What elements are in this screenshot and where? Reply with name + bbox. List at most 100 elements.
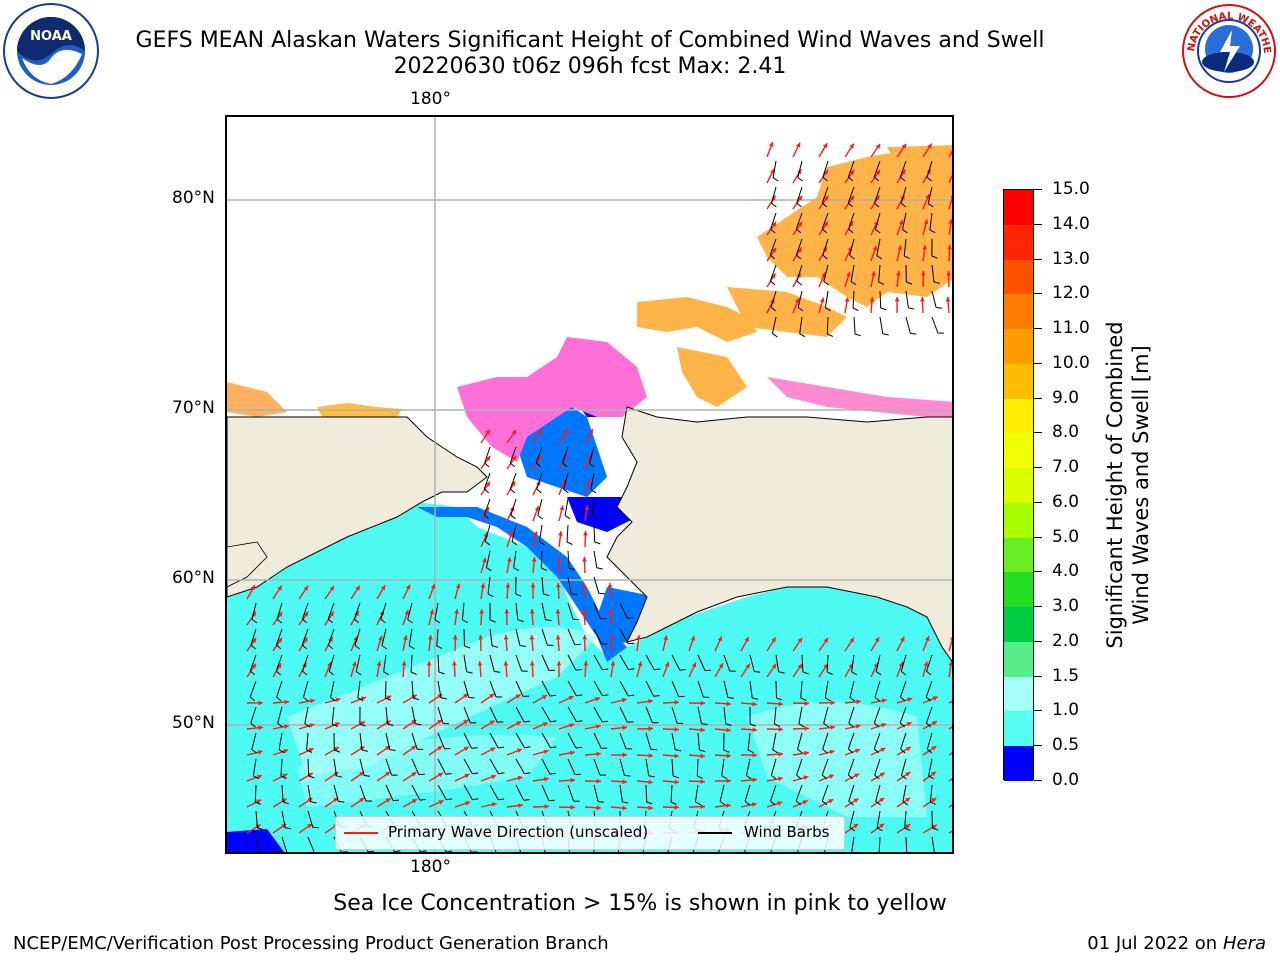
wind-barb-feather — [628, 668, 635, 671]
wind-barb-feather — [654, 668, 661, 671]
wind-barb — [489, 784, 499, 801]
wind-barb — [824, 680, 829, 698]
wave-arrow-head — [901, 169, 906, 175]
wave-arrow-head — [508, 531, 513, 537]
wind-barb-feather — [282, 801, 289, 805]
wind-barb-feather — [931, 255, 938, 259]
wind-barb-feather — [899, 722, 906, 728]
wind-barb — [359, 732, 363, 750]
wind-barb-feather — [875, 671, 882, 676]
wave-arrow-head — [846, 271, 851, 277]
wind-barb — [723, 706, 727, 724]
wind-barb — [567, 784, 575, 802]
wind-barb — [411, 732, 418, 750]
wind-barb — [799, 316, 803, 334]
wind-barb-feather — [498, 798, 505, 801]
wind-barb-feather — [539, 541, 545, 546]
wave-arrow-head — [542, 722, 548, 727]
wind-barb-feather — [847, 202, 854, 208]
wind-barb-feather — [799, 333, 806, 338]
wind-barb — [567, 758, 576, 775]
wave-arrow-head — [920, 271, 926, 276]
wind-barb-feather — [357, 697, 364, 702]
wind-barb-feather — [308, 775, 315, 779]
footer-date: 01 Jul 2022 on Hera — [1087, 933, 1266, 954]
wave-arrow — [948, 778, 952, 782]
wind-barb-feather — [594, 541, 601, 545]
wind-barb — [541, 602, 546, 620]
wave-arrow-head — [556, 661, 562, 666]
wind-barb-feather — [679, 669, 686, 671]
wind-barb — [489, 758, 499, 774]
top-longitude-label: 180° — [410, 89, 451, 109]
wind-barb — [823, 706, 829, 724]
wind-barb-feather — [550, 720, 557, 723]
wave-arrow-head — [329, 585, 335, 591]
wind-barb-feather — [796, 774, 802, 780]
wave-arrow-head — [555, 583, 561, 588]
wave-arrow-head — [251, 663, 256, 669]
land-chukotka — [227, 541, 268, 588]
wave-arrow-head — [385, 771, 391, 777]
wave-arrow-head — [700, 727, 705, 733]
wind-barb — [511, 524, 517, 542]
wave-arrow-head — [479, 609, 484, 614]
wave-arrow-head — [437, 773, 443, 778]
wave-arrow-head — [622, 805, 627, 811]
wind-barb — [588, 446, 595, 464]
wind-barb-feather — [410, 671, 417, 675]
wind-barb — [437, 784, 447, 801]
wind-barb — [353, 602, 361, 620]
colorbar-tick-label: 11.0 — [1052, 318, 1090, 339]
chart-subtitle: 20220630 t06z 096h fcst Max: 2.41 — [393, 54, 787, 79]
wave-arrow-head — [700, 700, 705, 706]
wind-barb-feather — [936, 307, 943, 309]
wind-barb — [483, 498, 491, 516]
wave-arrow-head — [609, 635, 614, 640]
colorbar-tick — [1034, 675, 1042, 677]
wave-arrow-head — [881, 698, 887, 704]
wave-arrow-head — [797, 637, 803, 643]
wave-arrow-head — [463, 693, 469, 699]
colorbar-tick-label: 0.0 — [1052, 770, 1080, 790]
wind-barb — [798, 706, 803, 724]
wave-arrow-head — [663, 635, 668, 641]
colorbar-segment — [1004, 329, 1033, 365]
wind-barb — [874, 680, 881, 698]
wind-barb-feather — [772, 333, 778, 338]
wave-arrow-head — [803, 775, 809, 780]
wave-arrow-head — [905, 772, 911, 777]
wave-arrow — [948, 830, 952, 834]
wave-direction-legend-label: Primary Wave Direction (unscaled) — [388, 823, 649, 841]
wave-arrow-head — [477, 661, 483, 666]
wind-barb-feather — [408, 645, 415, 650]
map-legend: Primary Wave Direction (unscaled) Wind B… — [335, 816, 845, 850]
wind-barb — [772, 732, 777, 750]
wave-arrow-head — [430, 584, 436, 589]
wind-barb-feather — [650, 748, 657, 751]
colorbar-segment — [1004, 711, 1033, 747]
wind-barb — [775, 654, 780, 672]
wave-arrow — [948, 150, 952, 158]
wind-barb — [821, 212, 829, 230]
latitude-label-60: 60°N — [172, 568, 215, 588]
colorbar-tick-label: 10.0 — [1052, 352, 1090, 373]
wind-barb — [796, 186, 803, 204]
wind-barb-feather — [797, 749, 803, 754]
wind-barb — [848, 212, 855, 230]
wave-arrow-head — [478, 635, 483, 640]
colorbar-tick-label: 2.0 — [1052, 630, 1080, 651]
wind-barb — [463, 680, 470, 698]
wind-barb — [847, 758, 855, 776]
wind-barb-feather — [464, 645, 471, 649]
wind-barb-feather — [847, 774, 854, 780]
wind-barb — [931, 290, 937, 308]
wind-barb-feather — [900, 696, 906, 702]
wind-barb-feather — [873, 748, 880, 754]
wind-barb-feather — [903, 255, 910, 260]
wind-barb-feather — [446, 798, 453, 801]
wave-arrow-head — [359, 798, 365, 803]
wind-barb — [796, 264, 803, 282]
wind-barb — [484, 524, 491, 542]
wave-arrow-head — [752, 752, 757, 758]
